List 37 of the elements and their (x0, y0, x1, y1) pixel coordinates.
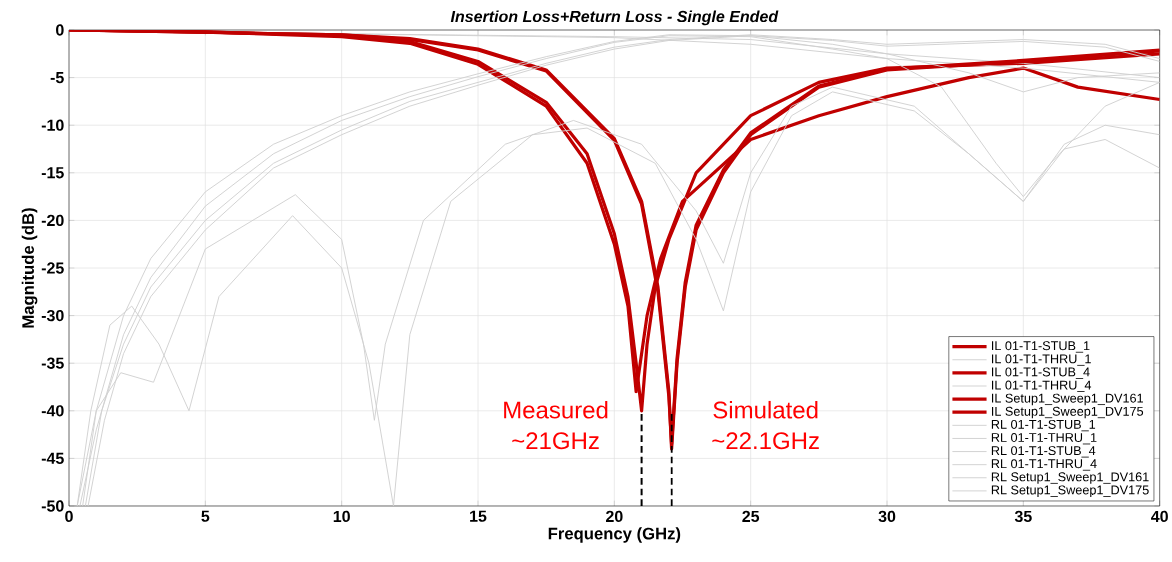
y-tick-label: -45 (41, 452, 64, 464)
legend-label: RL 01-T1-THRU_1 (991, 433, 1097, 445)
legend-label: RL 01-T1-STUB_1 (991, 419, 1096, 432)
legend-label: IL 01-T1-STUB_1 (992, 341, 1090, 353)
x-tick-label: 30 (878, 510, 896, 523)
annotation: Simulated ~22.1GHz (712, 400, 819, 450)
legend-label: RL Setup1_Sweep1_DV175 (991, 485, 1149, 497)
y-tick-label: -40 (41, 405, 64, 417)
legend-label: RL Setup1_Sweep1_DV161 (991, 472, 1149, 484)
legend-label: IL Setup1_Sweep1_DV175 (992, 406, 1144, 419)
legend-label: RL 01-T1-THRU_4 (991, 459, 1097, 471)
annotation: Measured ~21GHz (504, 400, 608, 450)
x-tick-label: 20 (606, 510, 623, 523)
y-tick-label: -25 (41, 262, 64, 274)
x-tick-label: 5 (201, 510, 210, 522)
legend-label: RL 01-T1-STUB_4 (991, 446, 1096, 458)
y-tick-label: -35 (41, 357, 64, 369)
y-tick-label: -50 (41, 500, 64, 512)
x-tick-label: 35 (1014, 510, 1032, 523)
legend-label: IL 01-T1-THRU_1 (992, 354, 1091, 366)
y-tick-label: -10 (41, 119, 64, 131)
y-tick-label: -5 (50, 72, 64, 84)
y-tick-label: -30 (41, 309, 64, 322)
x-tick-label: 15 (470, 510, 487, 522)
x-axis-title: Frequency (GHz) (548, 527, 681, 543)
x-tick-label: 10 (333, 510, 350, 523)
legend-label: IL 01-T1-STUB_4 (992, 367, 1090, 379)
x-tick-label: 40 (1151, 510, 1168, 523)
x-tick-label: 0 (65, 510, 73, 523)
chart-title: Insertion Loss+Return Loss - Single Ended (450, 10, 779, 26)
legend-label: IL 01-T1-THRU_4 (992, 380, 1092, 392)
x-tick-label: 25 (742, 510, 760, 523)
y-tick-label: 0 (56, 24, 64, 36)
y-tick-label: -20 (41, 214, 64, 227)
y-tick-label: -15 (41, 167, 64, 179)
legend-label: IL Setup1_Sweep1_DV161 (992, 393, 1143, 406)
y-axis-title: Magnitude (dB) (21, 208, 38, 328)
